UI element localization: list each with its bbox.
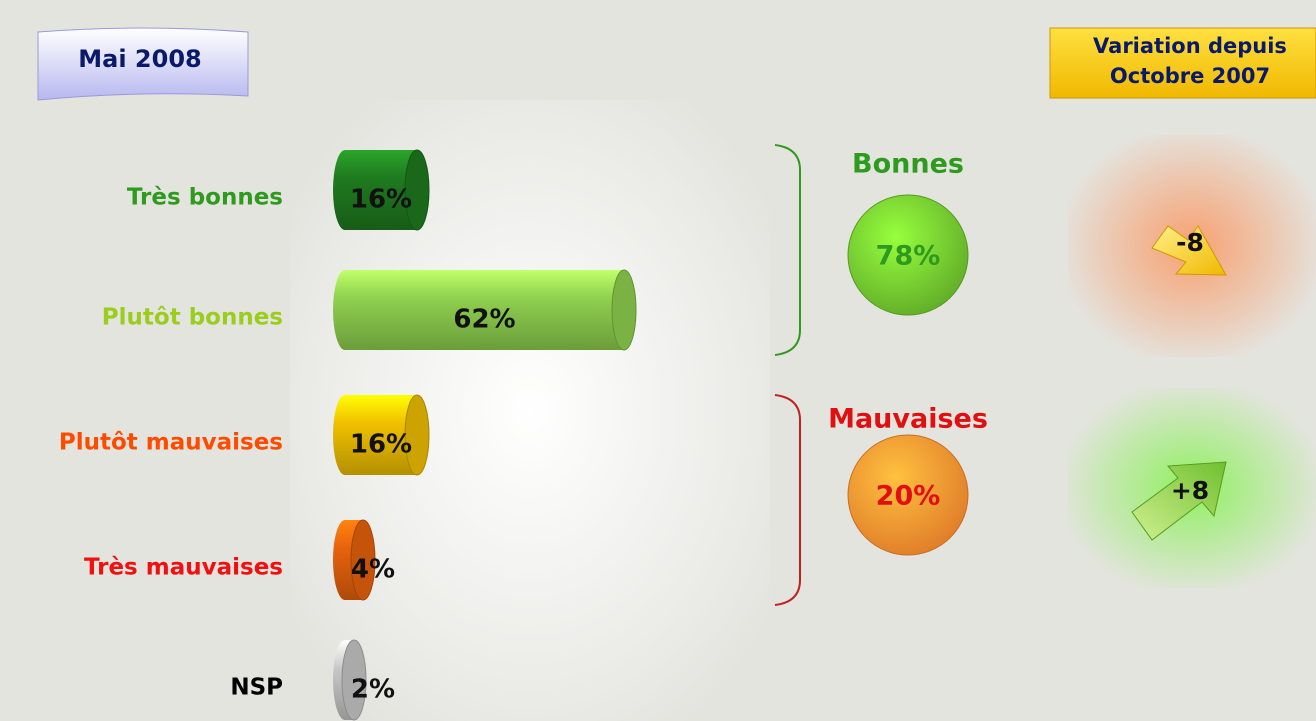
value-label: 4% <box>351 555 395 585</box>
category-label: Plutôt mauvaises <box>59 430 283 456</box>
value-label: 62% <box>453 305 515 335</box>
bar-cap <box>404 394 430 476</box>
category-label: Très bonnes <box>127 185 283 211</box>
bar <box>333 270 636 350</box>
group-circle <box>847 434 969 556</box>
category-label: Très mauvaises <box>84 555 283 581</box>
group-value: 78% <box>876 241 941 272</box>
variation-box <box>1049 27 1316 99</box>
bracket <box>774 394 801 606</box>
group-circle <box>847 194 969 316</box>
variation-value: -8 <box>1176 228 1204 257</box>
arrow-down <box>1151 225 1227 276</box>
title-box <box>37 27 249 101</box>
bar <box>333 150 429 230</box>
chart-title: Mai 2008 <box>78 45 201 73</box>
category-label: Plutôt bonnes <box>102 305 283 331</box>
group-label: Bonnes <box>852 149 964 180</box>
bar-cap <box>611 269 637 351</box>
bar-cap <box>350 519 376 601</box>
value-label: 2% <box>351 675 395 705</box>
arrow-up <box>1131 461 1227 541</box>
group-value: 20% <box>876 481 941 512</box>
bar-cap <box>404 149 430 231</box>
value-label: 16% <box>350 430 412 460</box>
variation-value: +8 <box>1171 476 1209 505</box>
category-label: NSP <box>230 675 283 701</box>
variation-title: Variation depuis <box>1093 34 1287 58</box>
bar <box>333 395 429 475</box>
variation-title: Octobre 2007 <box>1110 64 1270 88</box>
bracket <box>774 144 801 356</box>
value-label: 16% <box>350 185 412 215</box>
bar-cap <box>341 639 367 721</box>
group-label: Mauvaises <box>828 404 988 435</box>
